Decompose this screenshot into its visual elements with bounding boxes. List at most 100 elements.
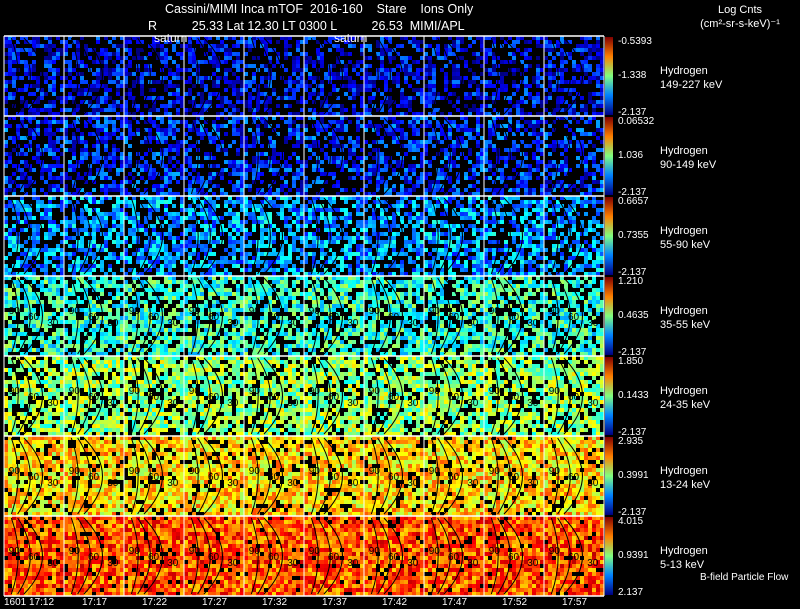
heatmap-cell bbox=[576, 236, 580, 240]
heatmap-cell bbox=[236, 60, 240, 64]
heatmap-cell bbox=[348, 148, 352, 152]
heatmap-cell bbox=[156, 124, 160, 128]
heatmap-cell bbox=[160, 200, 164, 204]
heatmap-cell bbox=[252, 76, 256, 80]
heatmap-cell bbox=[468, 192, 472, 196]
heatmap-cell bbox=[128, 216, 132, 220]
heatmap-cell bbox=[588, 120, 592, 124]
heatmap-cell bbox=[372, 244, 376, 248]
heatmap-cell bbox=[432, 80, 436, 84]
heatmap-cell bbox=[272, 88, 276, 92]
heatmap-cell bbox=[4, 144, 8, 148]
heatmap-cell bbox=[64, 232, 68, 236]
heatmap-cell bbox=[540, 228, 544, 232]
heatmap-cell bbox=[360, 176, 364, 180]
heatmap-cell bbox=[244, 104, 248, 108]
heatmap-cell bbox=[580, 140, 584, 144]
heatmap-cell bbox=[96, 220, 100, 224]
heatmap-cell bbox=[392, 248, 396, 252]
heatmap-cell bbox=[232, 60, 236, 64]
heatmap-cell bbox=[588, 64, 592, 68]
heatmap-cell bbox=[36, 240, 40, 244]
heatmap-cell bbox=[360, 60, 364, 64]
heatmap-cell bbox=[120, 192, 124, 196]
heatmap-cell bbox=[232, 88, 236, 92]
heatmap-cell bbox=[576, 148, 580, 152]
heatmap-cell bbox=[40, 224, 44, 228]
heatmap-cell bbox=[476, 120, 480, 124]
heatmap-cell bbox=[468, 136, 472, 140]
heatmap-cell bbox=[260, 36, 264, 40]
heatmap-cell bbox=[52, 256, 56, 260]
heatmap-cell bbox=[88, 220, 92, 224]
heatmap-cell bbox=[364, 232, 368, 236]
heatmap-cell bbox=[568, 108, 572, 112]
heatmap-cell bbox=[560, 144, 564, 148]
heatmap-cell bbox=[280, 260, 284, 264]
heatmap-cell bbox=[12, 48, 16, 52]
heatmap-cell bbox=[304, 84, 308, 88]
heatmap-cell bbox=[264, 116, 268, 120]
heatmap-cell bbox=[364, 176, 368, 180]
heatmap-cell bbox=[84, 208, 88, 212]
heatmap-cell bbox=[352, 84, 356, 88]
heatmap-cell bbox=[596, 68, 600, 72]
heatmap-cell bbox=[480, 236, 484, 240]
heatmap-cell bbox=[196, 60, 200, 64]
heatmap-cell bbox=[400, 36, 404, 40]
heatmap-cell bbox=[200, 176, 204, 180]
heatmap-cell bbox=[476, 260, 480, 264]
heatmap-cell bbox=[148, 168, 152, 172]
heatmap-cell bbox=[544, 40, 548, 44]
heatmap-cell bbox=[536, 76, 540, 80]
heatmap-cell bbox=[104, 124, 108, 128]
heatmap-cell bbox=[208, 104, 212, 108]
heatmap-cell bbox=[244, 256, 248, 260]
heatmap-cell bbox=[456, 256, 460, 260]
heatmap-cell bbox=[444, 200, 448, 204]
heatmap-cell bbox=[396, 80, 400, 84]
heatmap-cell bbox=[280, 244, 284, 248]
heatmap-cell bbox=[420, 144, 424, 148]
heatmap-cell bbox=[552, 56, 556, 60]
heatmap-cell bbox=[320, 148, 324, 152]
heatmap-cell bbox=[300, 140, 304, 144]
heatmap-cell bbox=[436, 140, 440, 144]
heatmap-cell bbox=[140, 92, 144, 96]
heatmap-cell bbox=[296, 44, 300, 48]
heatmap-cell bbox=[400, 92, 404, 96]
heatmap-cell bbox=[144, 192, 148, 196]
heatmap-cell bbox=[244, 144, 248, 148]
heatmap-cell bbox=[168, 84, 172, 88]
heatmap-cell bbox=[548, 188, 552, 192]
heatmap-cell bbox=[264, 40, 268, 44]
heatmap-cell bbox=[288, 88, 292, 92]
heatmap-cell bbox=[116, 240, 120, 244]
heatmap-cell bbox=[156, 208, 160, 212]
heatmap-cell bbox=[496, 96, 500, 100]
heatmap-cell bbox=[416, 44, 420, 48]
heatmap-cell bbox=[8, 152, 12, 156]
heatmap-cell bbox=[44, 164, 48, 168]
heatmap-cell bbox=[472, 80, 476, 84]
heatmap-cell bbox=[528, 236, 532, 240]
heatmap-cell bbox=[144, 152, 148, 156]
heatmap-cell bbox=[364, 240, 368, 244]
heatmap-cell bbox=[584, 232, 588, 236]
heatmap-cell bbox=[284, 196, 288, 200]
heatmap-cell bbox=[504, 124, 508, 128]
heatmap-cell bbox=[304, 252, 308, 256]
heatmap-cell bbox=[480, 136, 484, 140]
heatmap-cell bbox=[20, 252, 24, 256]
heatmap-cell bbox=[384, 160, 388, 164]
heatmap-cell bbox=[256, 220, 260, 224]
heatmap-cell bbox=[524, 192, 528, 196]
heatmap-cell bbox=[592, 72, 596, 76]
heatmap-cell bbox=[520, 140, 524, 144]
heatmap-cell bbox=[184, 240, 188, 244]
heatmap-cell bbox=[316, 132, 320, 136]
heatmap-cell bbox=[72, 192, 76, 196]
heatmap-cell bbox=[252, 112, 256, 116]
heatmap-cell bbox=[384, 200, 388, 204]
heatmap-cell bbox=[584, 168, 588, 172]
